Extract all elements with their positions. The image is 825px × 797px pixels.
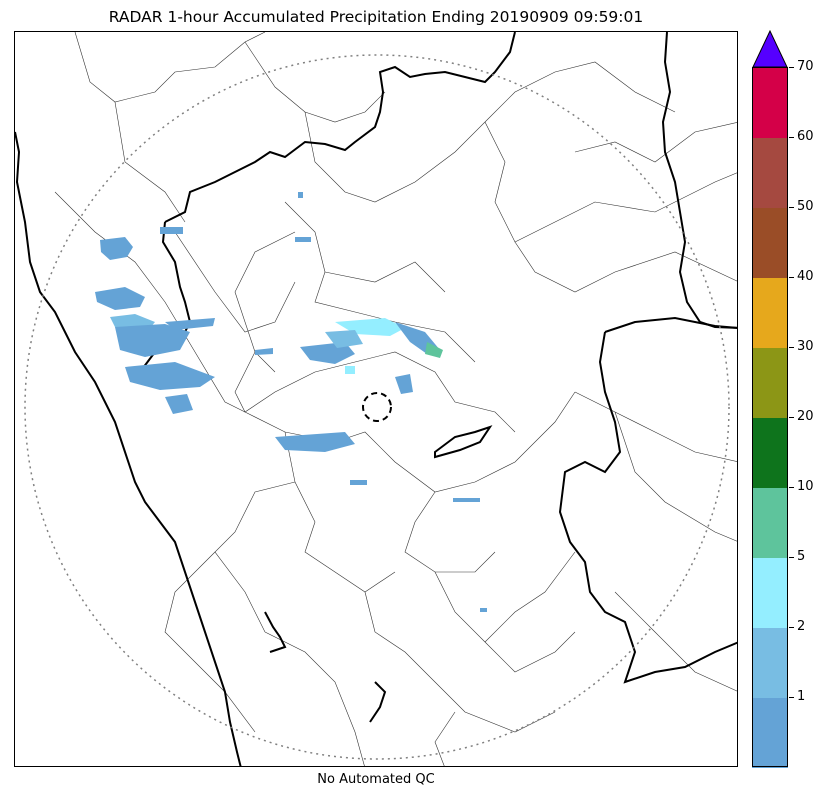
radar-site-marker	[362, 392, 392, 422]
colorbar-tick	[789, 137, 794, 138]
colorbar-segment	[752, 207, 788, 278]
colorbar-tick	[789, 417, 794, 418]
colorbar-segment	[752, 277, 788, 348]
colorbar-tick	[789, 207, 794, 208]
colorbar-tick	[789, 557, 794, 558]
colorbar-segment	[752, 627, 788, 698]
colorbar-tick	[789, 697, 794, 698]
colorbar-segment	[752, 487, 788, 558]
colorbar-segment	[752, 347, 788, 418]
colorbar-segment	[752, 697, 788, 768]
colorbar-tick-label: 2	[797, 619, 806, 634]
colorbar-extend-arrow	[752, 30, 788, 68]
colorbar-tick	[789, 347, 794, 348]
colorbar-tick-label: 30	[797, 339, 814, 354]
map-title: RADAR 1-hour Accumulated Precipitation E…	[108, 8, 644, 26]
precipitation-echoes	[95, 192, 487, 612]
colorbar-tick-label: 70	[797, 59, 814, 74]
colorbar-segment	[752, 137, 788, 208]
state-boundaries	[15, 32, 737, 766]
radar-range-ring	[24, 54, 730, 760]
colorbar-tick	[789, 67, 794, 68]
colorbar-tick-label: 1	[797, 689, 806, 704]
colorbar-tick-label: 40	[797, 269, 814, 284]
qc-note: No Automated QC	[317, 772, 435, 787]
precip-colorbar	[752, 30, 788, 768]
colorbar-segment	[752, 67, 788, 138]
colorbar-tick-label: 20	[797, 409, 814, 424]
colorbar-tick	[789, 627, 794, 628]
colorbar-segment	[752, 557, 788, 628]
colorbar-tick-label: 50	[797, 199, 814, 214]
colorbar-tick-label: 60	[797, 129, 814, 144]
radar-map	[14, 31, 738, 767]
colorbar-tick	[789, 487, 794, 488]
colorbar-segment	[752, 417, 788, 488]
colorbar-tick-label: 5	[797, 549, 806, 564]
district-boundaries	[54, 32, 737, 766]
colorbar-tick-label: 10	[797, 479, 814, 494]
colorbar-tick	[789, 277, 794, 278]
